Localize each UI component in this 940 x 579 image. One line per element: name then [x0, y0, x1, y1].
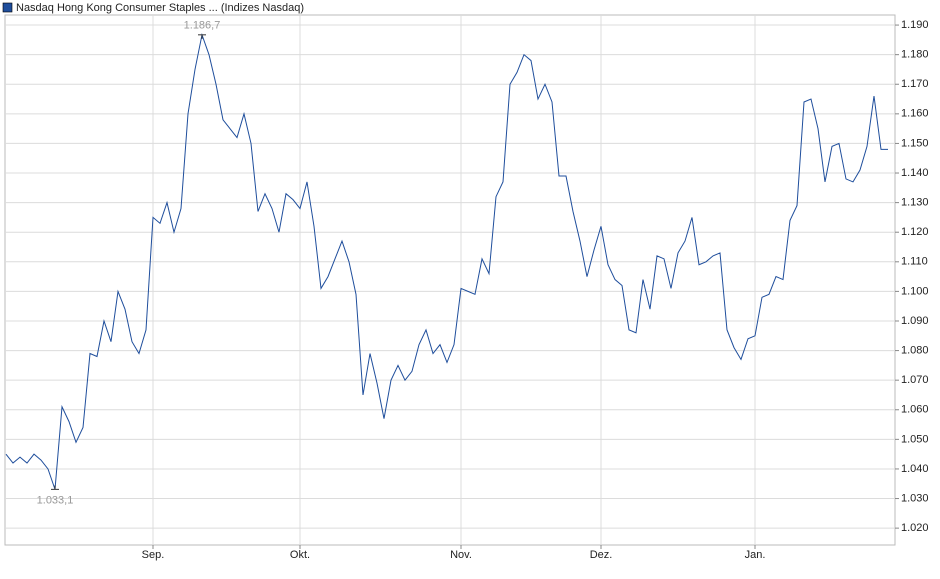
y-tick-label: 1.190 — [901, 19, 929, 31]
y-tick-label: 1.090 — [901, 315, 929, 327]
y-tick-label: 1.170 — [901, 78, 929, 90]
x-tick-label: Dez. — [590, 549, 613, 561]
annotation: 1.033,1 — [37, 494, 74, 506]
y-tick-label: 1.120 — [901, 226, 929, 238]
y-tick-label: 1.160 — [901, 108, 929, 120]
y-tick-label: 1.150 — [901, 137, 929, 149]
y-tick-label: 1.060 — [901, 404, 929, 416]
y-tick-label: 1.070 — [901, 374, 929, 386]
plot-frame — [4, 14, 896, 546]
y-tick-label: 1.130 — [901, 197, 929, 209]
y-tick-label: 1.030 — [901, 492, 929, 504]
y-tick-label: 1.180 — [901, 49, 929, 61]
line-series — [5, 32, 888, 490]
x-tick-label: Okt. — [290, 549, 310, 561]
y-tick-label: 1.040 — [901, 463, 929, 475]
y-tick-label: 1.110 — [901, 256, 928, 268]
y-tick-label: 1.080 — [901, 344, 929, 356]
y-tick-label: 1.100 — [901, 285, 929, 297]
x-tick-label: Sep. — [142, 549, 165, 561]
legend-swatch — [2, 2, 13, 13]
x-tick-label: Jan. — [745, 549, 766, 561]
y-tick-label: 1.140 — [901, 167, 929, 179]
legend-label: Nasdaq Hong Kong Consumer Staples ... (I… — [16, 2, 304, 14]
y-tick-label: 1.020 — [901, 522, 929, 534]
x-tick-label: Nov. — [450, 549, 472, 561]
y-tick-label: 1.050 — [901, 433, 929, 445]
annotation: 1.186,7 — [184, 20, 221, 32]
